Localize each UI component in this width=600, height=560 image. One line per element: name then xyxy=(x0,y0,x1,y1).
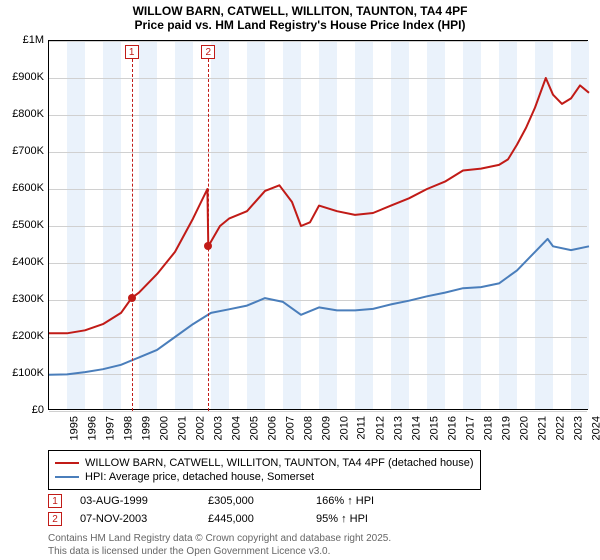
sale-vline xyxy=(132,59,133,411)
x-tick-label: 2022 xyxy=(554,416,566,440)
y-tick-label: £0 xyxy=(0,404,44,416)
legend-row: WILLOW BARN, CATWELL, WILLITON, TAUNTON,… xyxy=(55,457,474,469)
x-tick-label: 2001 xyxy=(176,416,188,440)
x-tick-label: 2021 xyxy=(536,416,548,440)
x-tick-label: 2002 xyxy=(194,416,206,440)
x-tick-label: 2005 xyxy=(248,416,260,440)
sale-price: £305,000 xyxy=(208,495,298,507)
x-tick-label: 2018 xyxy=(482,416,494,440)
legend-label: WILLOW BARN, CATWELL, WILLITON, TAUNTON,… xyxy=(85,457,474,469)
x-tick-label: 2014 xyxy=(410,416,422,440)
series-line xyxy=(49,41,589,411)
x-tick-label: 2006 xyxy=(266,416,278,440)
legend-label: HPI: Average price, detached house, Some… xyxy=(85,471,314,483)
x-tick-label: 2000 xyxy=(158,416,170,440)
y-tick-label: £700K xyxy=(0,145,44,157)
sale-row: 2 07-NOV-2003 £445,000 95% ↑ HPI xyxy=(48,512,368,526)
legend-swatch xyxy=(55,462,79,464)
y-tick-label: £1M xyxy=(0,34,44,46)
sale-change: 166% ↑ HPI xyxy=(316,495,374,507)
x-tick-label: 2017 xyxy=(464,416,476,440)
sale-change: 95% ↑ HPI xyxy=(316,513,368,525)
x-tick-label: 1995 xyxy=(68,416,80,440)
y-tick-label: £500K xyxy=(0,219,44,231)
x-tick-label: 2004 xyxy=(230,416,242,440)
sale-row: 1 03-AUG-1999 £305,000 166% ↑ HPI xyxy=(48,494,374,508)
sale-price: £445,000 xyxy=(208,513,298,525)
title-line1: WILLOW BARN, CATWELL, WILLITON, TAUNTON,… xyxy=(0,4,600,18)
legend: WILLOW BARN, CATWELL, WILLITON, TAUNTON,… xyxy=(48,450,481,490)
y-tick-label: £800K xyxy=(0,108,44,120)
y-tick-label: £900K xyxy=(0,71,44,83)
title-line2: Price paid vs. HM Land Registry's House … xyxy=(0,18,600,32)
x-tick-label: 1997 xyxy=(104,416,116,440)
sale-date: 07-NOV-2003 xyxy=(80,513,190,525)
sale-marker: 2 xyxy=(201,45,215,59)
legend-row: HPI: Average price, detached house, Some… xyxy=(55,471,474,483)
x-tick-label: 2015 xyxy=(428,416,440,440)
chart-title: WILLOW BARN, CATWELL, WILLITON, TAUNTON,… xyxy=(0,4,600,32)
x-tick-label: 2003 xyxy=(212,416,224,440)
x-tick-label: 1996 xyxy=(86,416,98,440)
x-tick-label: 2008 xyxy=(302,416,314,440)
x-tick-label: 2007 xyxy=(284,416,296,440)
footer-line1: Contains HM Land Registry data © Crown c… xyxy=(48,532,391,545)
legend-swatch xyxy=(55,476,79,478)
footer-line2: This data is licensed under the Open Gov… xyxy=(48,545,391,558)
sale-marker-inline: 1 xyxy=(48,494,62,508)
sale-marker-inline: 2 xyxy=(48,512,62,526)
sale-date: 03-AUG-1999 xyxy=(80,495,190,507)
x-tick-label: 2020 xyxy=(518,416,530,440)
y-tick-label: £200K xyxy=(0,330,44,342)
x-tick-label: 2024 xyxy=(590,416,600,440)
footer-note: Contains HM Land Registry data © Crown c… xyxy=(48,532,391,558)
y-tick-label: £400K xyxy=(0,256,44,268)
x-tick-label: 2013 xyxy=(392,416,404,440)
chart-container: WILLOW BARN, CATWELL, WILLITON, TAUNTON,… xyxy=(0,0,600,560)
sale-dot xyxy=(128,294,136,302)
x-tick-label: 2012 xyxy=(374,416,386,440)
x-tick-label: 2016 xyxy=(446,416,458,440)
x-tick-label: 2011 xyxy=(356,416,368,440)
x-tick-label: 1998 xyxy=(122,416,134,440)
x-tick-label: 1999 xyxy=(140,416,152,440)
sale-vline xyxy=(208,59,209,411)
x-tick-label: 2023 xyxy=(572,416,584,440)
gridline xyxy=(49,411,587,412)
plot-area: 12 xyxy=(48,40,588,410)
sale-marker: 1 xyxy=(125,45,139,59)
x-tick-label: 2010 xyxy=(338,416,350,440)
x-tick-label: 2019 xyxy=(500,416,512,440)
y-tick-label: £100K xyxy=(0,367,44,379)
x-tick-label: 2009 xyxy=(320,416,332,440)
y-tick-label: £600K xyxy=(0,182,44,194)
y-tick-label: £300K xyxy=(0,293,44,305)
